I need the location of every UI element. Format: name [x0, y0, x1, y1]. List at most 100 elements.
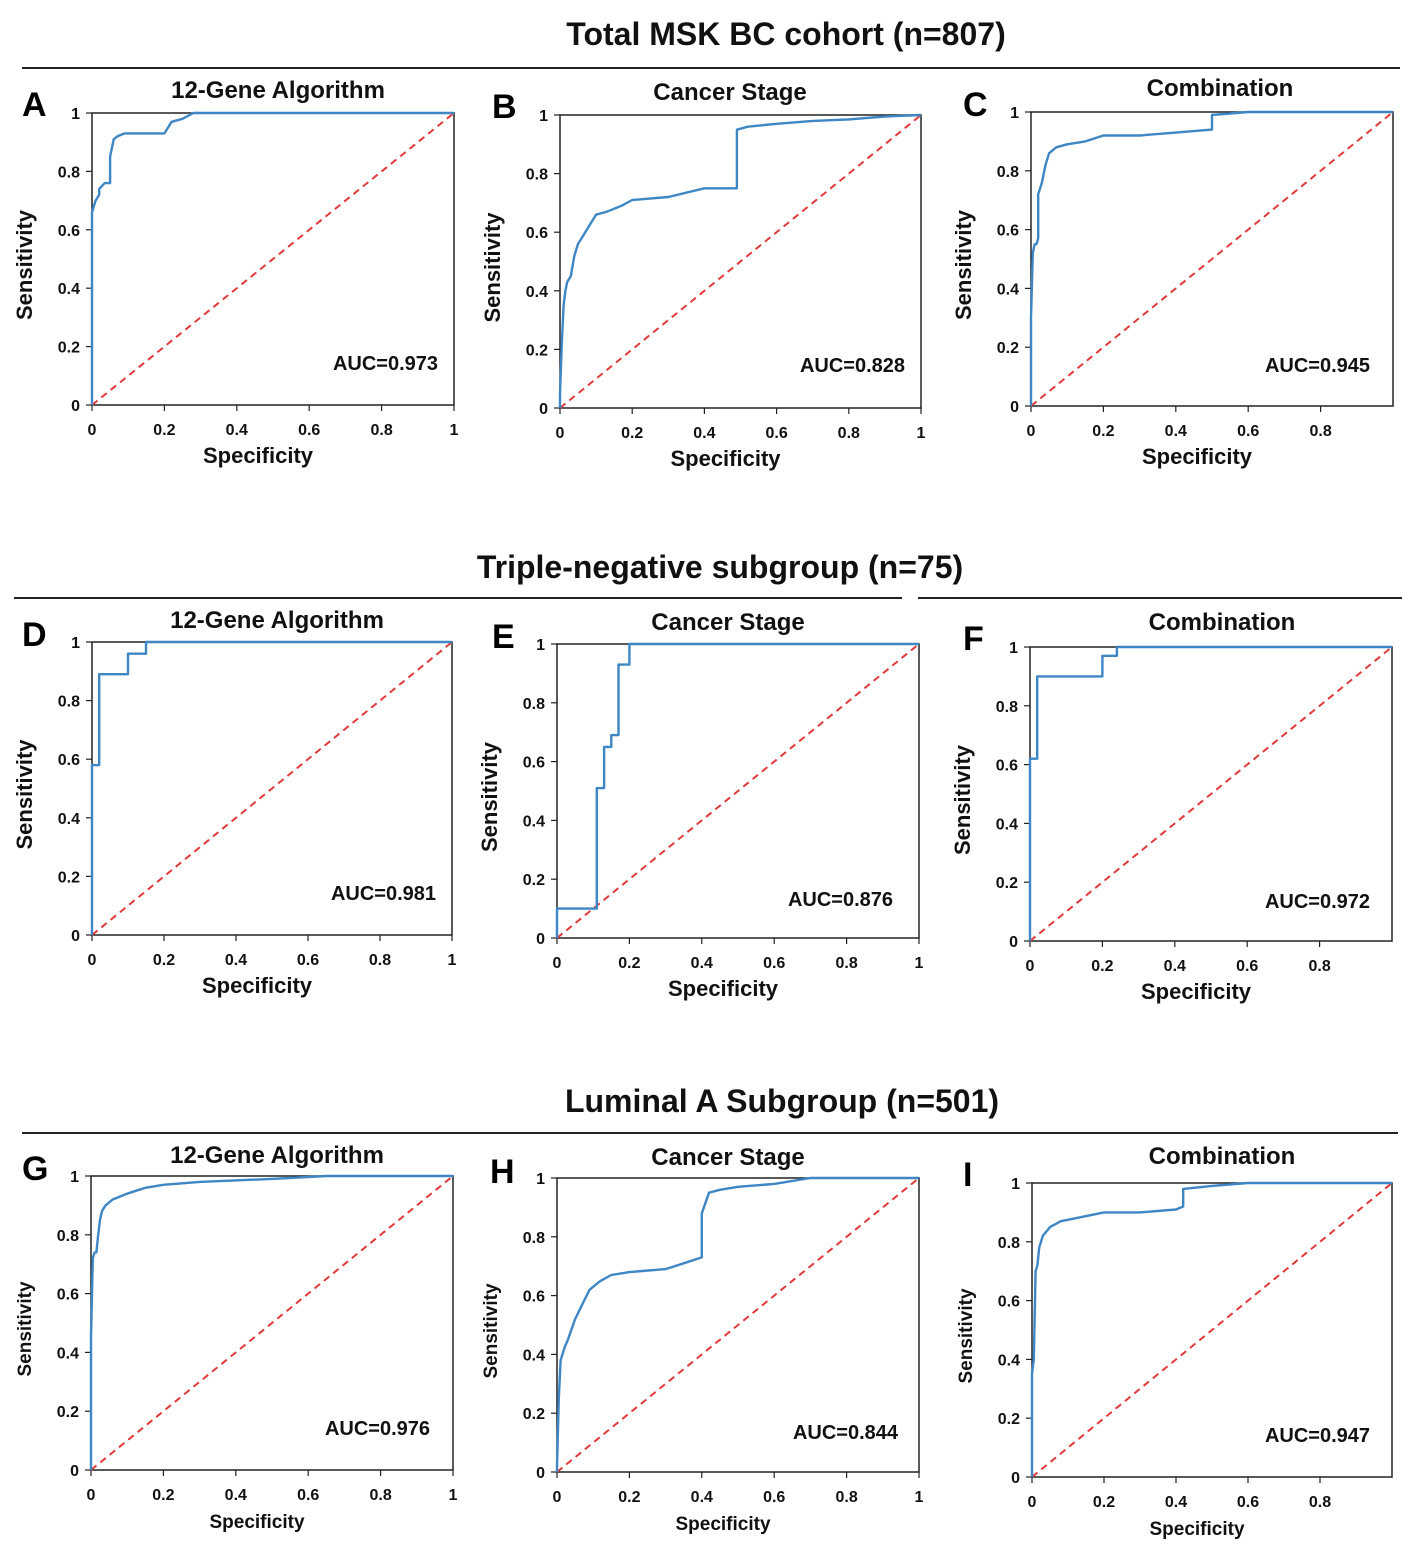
panel-title-g: 12-Gene Algorithm	[170, 1142, 384, 1169]
y-tick-label-b-4: 0.8	[526, 167, 548, 184]
y-axis-label-d: Sensitivity	[12, 739, 37, 850]
x-axis-label-h: Specificity	[675, 1514, 770, 1535]
y-tick-label-g-4: 0.8	[57, 1228, 79, 1245]
y-tick-label-h-1: 0.2	[523, 1406, 545, 1423]
x-tick-label-h-3: 0.6	[763, 1489, 785, 1506]
auc-label-g: AUC=0.976	[325, 1418, 430, 1440]
panel-d: D 12-Gene Algorithm 0 0.2 0.4 0.6 0.8 1 0 0.2 0.4 0…	[12, 607, 457, 998]
panel-letter-e: E	[492, 618, 515, 656]
y-tick-label-a-4: 0.8	[58, 164, 80, 181]
chance-line-d	[91, 641, 453, 936]
panel-letter-a: A	[22, 86, 47, 124]
roc-curve-f	[1028, 645, 1392, 941]
y-axis-label-g: Sensitivity	[15, 1281, 36, 1376]
x-axis-label-f: Specificity	[1141, 979, 1252, 1004]
panel-e: E Cancer Stage 0 0.2 0.4 0.6 0.8 1 0 0.2 0.4 0.6 0.8…	[477, 609, 924, 1001]
panel-title-h: Cancer Stage	[651, 1144, 804, 1171]
x-tick-label-a-4: 0.8	[370, 422, 392, 439]
y-tick-label-a-0: 0	[71, 398, 80, 415]
y-tick-label-g-3: 0.6	[57, 1287, 79, 1304]
auc-label-c: AUC=0.945	[1265, 355, 1370, 377]
panel-letter-d: D	[22, 616, 47, 654]
x-tick-label-a-2: 0.4	[226, 422, 248, 439]
y-tick-label-i-5: 1	[1011, 1176, 1020, 1193]
auc-label-e: AUC=0.876	[788, 889, 893, 911]
panel-b: B Cancer Stage 0 0.2 0.4 0.6 0.8 1 0 0.2 0.4 0.6 0.8…	[480, 79, 926, 471]
y-tick-label-a-1: 0.2	[58, 340, 80, 357]
x-tick-label-b-4: 0.8	[838, 425, 860, 442]
y-axis-label-i: Sensitivity	[956, 1288, 977, 1383]
y-tick-label-f-2: 0.4	[996, 816, 1018, 833]
x-tick-label-h-2: 0.4	[691, 1489, 713, 1506]
panel-g: G 12-Gene Algorithm 0 0.2 0.4 0.6 0.8 1 0 0.2 0.4 0…	[15, 1142, 458, 1533]
x-tick-label-i-4: 0.8	[1309, 1494, 1331, 1511]
roc-curve-i	[1030, 1181, 1392, 1477]
auc-label-a: AUC=0.973	[333, 353, 438, 375]
x-tick-label-e-3: 0.6	[763, 955, 785, 972]
chance-line-a	[91, 112, 455, 406]
y-tick-label-e-4: 0.8	[523, 696, 545, 713]
y-tick-label-h-0: 0	[536, 1465, 545, 1482]
x-tick-label-d-1: 0.2	[153, 952, 175, 969]
x-tick-label-i-3: 0.6	[1237, 1494, 1259, 1511]
x-tick-label-d-4: 0.8	[369, 952, 391, 969]
panel-i: I Combination 0 0.2 0.4 0.6 0.8 0 0.2 0.4 0.6 0.8 1 S…	[956, 1143, 1393, 1540]
y-tick-label-i-2: 0.4	[998, 1352, 1020, 1369]
auc-label-f: AUC=0.972	[1265, 891, 1370, 913]
y-tick-label-g-0: 0	[70, 1463, 79, 1480]
y-tick-label-e-1: 0.2	[523, 872, 545, 889]
panel-title-e: Cancer Stage	[651, 609, 804, 636]
x-tick-label-f-4: 0.8	[1308, 958, 1330, 975]
panel-letter-f: F	[963, 620, 984, 658]
x-tick-label-h-4: 0.8	[835, 1489, 857, 1506]
y-tick-label-h-2: 0.4	[523, 1347, 545, 1364]
x-tick-label-g-5: 1	[449, 1487, 458, 1504]
panel-c: C Combination 0 0.2 0.4 0.6 0.8 0 0.2 0.4 0.6 0.8 1 S…	[951, 75, 1394, 469]
x-tick-label-g-4: 0.8	[369, 1487, 391, 1504]
panel-f: F Combination 0 0.2 0.4 0.6 0.8 0 0.2 0.4 0.6 0.8 1 S…	[950, 609, 1393, 1004]
x-tick-label-d-5: 1	[448, 952, 457, 969]
x-tick-label-c-4: 0.8	[1309, 423, 1331, 440]
x-tick-label-i-1: 0.2	[1093, 1494, 1115, 1511]
panel-letter-c: C	[963, 86, 988, 124]
y-tick-label-g-2: 0.4	[57, 1345, 79, 1362]
panel-letter-b: B	[492, 88, 517, 126]
x-tick-label-f-0: 0	[1026, 958, 1035, 975]
chance-line-b	[559, 114, 922, 409]
plot-frame-c	[1030, 111, 1394, 407]
y-axis-label-f: Sensitivity	[950, 744, 975, 855]
y-tick-label-b-5: 1	[539, 108, 548, 125]
y-tick-label-a-5: 1	[71, 106, 80, 123]
auc-label-d: AUC=0.981	[331, 883, 436, 905]
panel-title-f: Combination	[1149, 609, 1296, 636]
x-tick-label-e-2: 0.4	[691, 955, 713, 972]
panel-title-a: 12-Gene Algorithm	[171, 77, 385, 104]
x-tick-label-g-2: 0.4	[225, 1487, 247, 1504]
y-tick-label-b-1: 0.2	[526, 342, 548, 359]
panel-title-c: Combination	[1147, 75, 1294, 102]
y-tick-label-d-5: 1	[71, 635, 80, 652]
y-tick-label-c-5: 1	[1010, 105, 1019, 122]
auc-label-h: AUC=0.844	[793, 1422, 899, 1444]
chance-line-g	[90, 1175, 454, 1471]
y-tick-label-f-0: 0	[1009, 934, 1018, 951]
panel-h: H Cancer Stage 0 0.2 0.4 0.6 0.8 1 0 0.2 0.4 0.6 0.8…	[481, 1144, 924, 1535]
y-tick-label-c-1: 0.2	[997, 340, 1019, 357]
y-tick-label-f-5: 1	[1009, 640, 1018, 657]
y-tick-label-h-5: 1	[536, 1171, 545, 1188]
plot-frame-h	[556, 1177, 920, 1473]
x-tick-label-d-0: 0	[88, 952, 97, 969]
y-tick-label-h-3: 0.6	[523, 1289, 545, 1306]
x-tick-label-e-1: 0.2	[618, 955, 640, 972]
x-tick-label-i-0: 0	[1028, 1494, 1037, 1511]
roc-curve-d	[90, 640, 452, 935]
x-axis-label-b: Specificity	[670, 446, 781, 471]
y-axis-label-c: Sensitivity	[951, 209, 976, 320]
x-tick-label-b-5: 1	[917, 425, 926, 442]
x-tick-label-c-1: 0.2	[1092, 423, 1114, 440]
y-tick-label-c-3: 0.6	[997, 223, 1019, 240]
x-axis-label-g: Specificity	[209, 1512, 304, 1533]
y-axis-label-e: Sensitivity	[477, 741, 502, 852]
x-tick-label-d-3: 0.6	[297, 952, 319, 969]
